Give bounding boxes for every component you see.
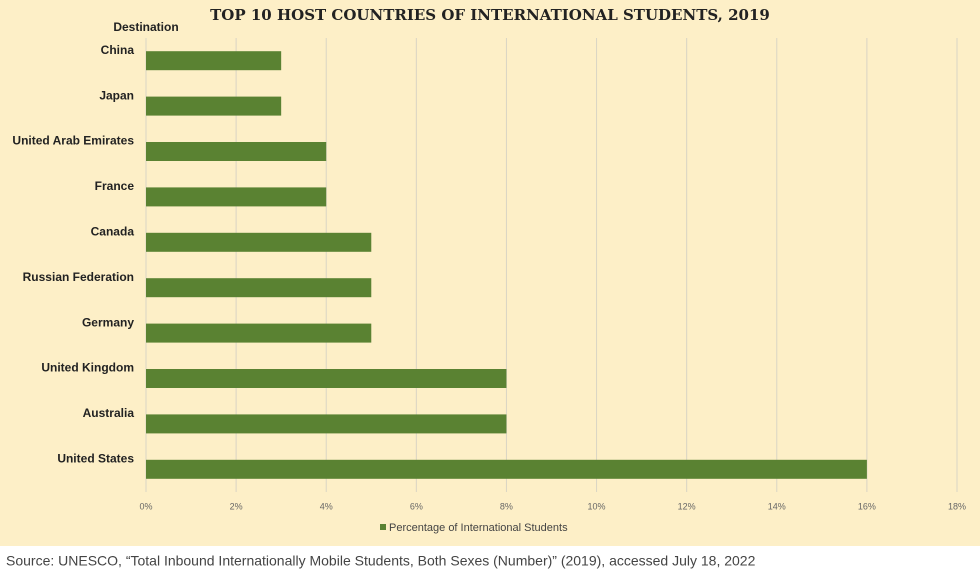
bar	[146, 142, 327, 161]
x-tick-label: 8%	[500, 501, 513, 511]
y-tick-label: United States	[57, 451, 134, 465]
y-tick-label: United Kingdom	[41, 361, 134, 375]
x-tick-label: 2%	[230, 501, 243, 511]
x-tick-label: 10%	[588, 501, 606, 511]
axis-title: Destination	[113, 20, 178, 34]
y-tick-label: France	[95, 179, 135, 193]
bar	[146, 278, 372, 298]
y-tick-label: Japan	[99, 88, 134, 102]
y-tick-label: United Arab Emirates	[12, 134, 134, 148]
chart-title: TOP 10 HOST COUNTRIES OF INTERNATIONAL S…	[210, 6, 770, 24]
legend-label: Percentage of International Students	[389, 522, 568, 534]
x-tick-label: 12%	[678, 501, 696, 511]
bar	[146, 51, 282, 71]
chart-background	[0, 0, 980, 546]
bar	[146, 232, 372, 252]
bar	[146, 459, 867, 479]
bar	[146, 369, 507, 388]
y-tick-label: Canada	[91, 224, 135, 238]
legend-swatch	[380, 524, 386, 530]
bar	[146, 96, 282, 116]
y-tick-label: Germany	[82, 315, 134, 329]
source-note: Source: UNESCO, “Total Inbound Internati…	[6, 553, 756, 569]
y-tick-label: Australia	[83, 406, 135, 420]
x-tick-label: 4%	[320, 501, 333, 511]
bar	[146, 323, 372, 343]
x-tick-label: 14%	[768, 501, 786, 511]
bar	[146, 414, 507, 434]
bar	[146, 187, 327, 207]
y-tick-label: China	[101, 43, 135, 57]
y-tick-label: Russian Federation	[23, 270, 134, 284]
x-tick-label: 6%	[410, 501, 423, 511]
x-tick-label: 0%	[139, 501, 152, 511]
x-tick-label: 16%	[858, 501, 876, 511]
x-tick-label: 18%	[948, 501, 966, 511]
